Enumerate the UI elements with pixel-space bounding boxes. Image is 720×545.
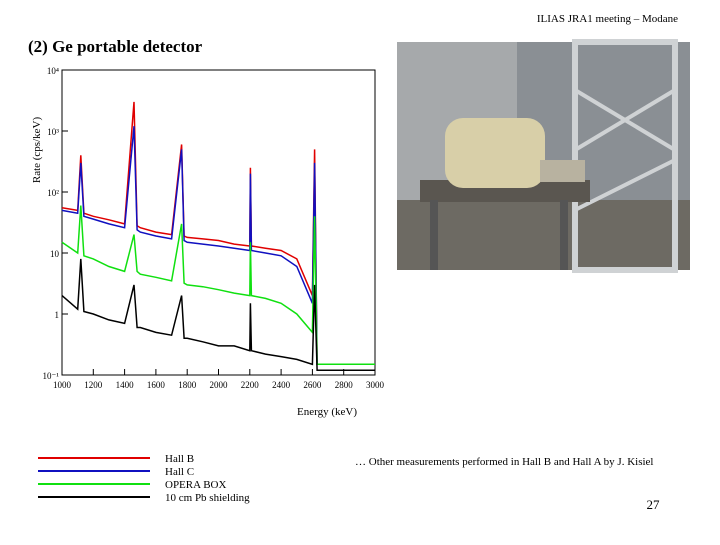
page-number: 27 — [647, 497, 661, 512]
x-tick-label: 2200 — [241, 380, 260, 390]
legend-label: 10 cm Pb shielding — [165, 492, 250, 504]
x-tick-label: 1800 — [178, 380, 197, 390]
y-tick-label: 10² — [47, 188, 59, 198]
legend-label: Hall C — [165, 466, 194, 478]
y-tick-label: 10³ — [47, 127, 59, 137]
slide-title: (2) Ge portable detector — [28, 37, 203, 56]
legend-label: OPERA BOX — [165, 479, 226, 491]
legend-label: Hall B — [165, 453, 194, 465]
series-line — [61, 126, 375, 366]
x-tick-label: 2400 — [272, 380, 291, 390]
series-line — [61, 101, 375, 366]
series-line — [61, 258, 375, 371]
y-tick-label: 10⁻¹ — [43, 371, 60, 381]
x-tick-label: 1200 — [84, 380, 103, 390]
header: ILIAS JRA1 meeting – Modane — [537, 13, 678, 25]
series-line — [61, 205, 375, 366]
y-tick-label: 10 — [50, 249, 60, 259]
x-tick-label: 3000 — [366, 380, 385, 390]
plot-frame — [61, 69, 376, 376]
y-tick-label: 1 — [55, 310, 60, 320]
x-tick-label: 2000 — [210, 380, 229, 390]
y-axis-label: Rate (cps/keV) — [31, 117, 43, 184]
photo — [397, 39, 690, 273]
x-tick-label: 2600 — [303, 380, 322, 390]
x-axis-label: Energy (keV) — [297, 406, 357, 418]
x-tick-label: 1000 — [53, 380, 72, 390]
x-tick-label: 1600 — [147, 380, 166, 390]
note: … Other measurements performed in Hall B… — [355, 456, 653, 468]
y-tick-label: 10⁴ — [47, 66, 59, 76]
x-tick-label: 2800 — [335, 380, 354, 390]
x-tick-label: 1400 — [116, 380, 135, 390]
